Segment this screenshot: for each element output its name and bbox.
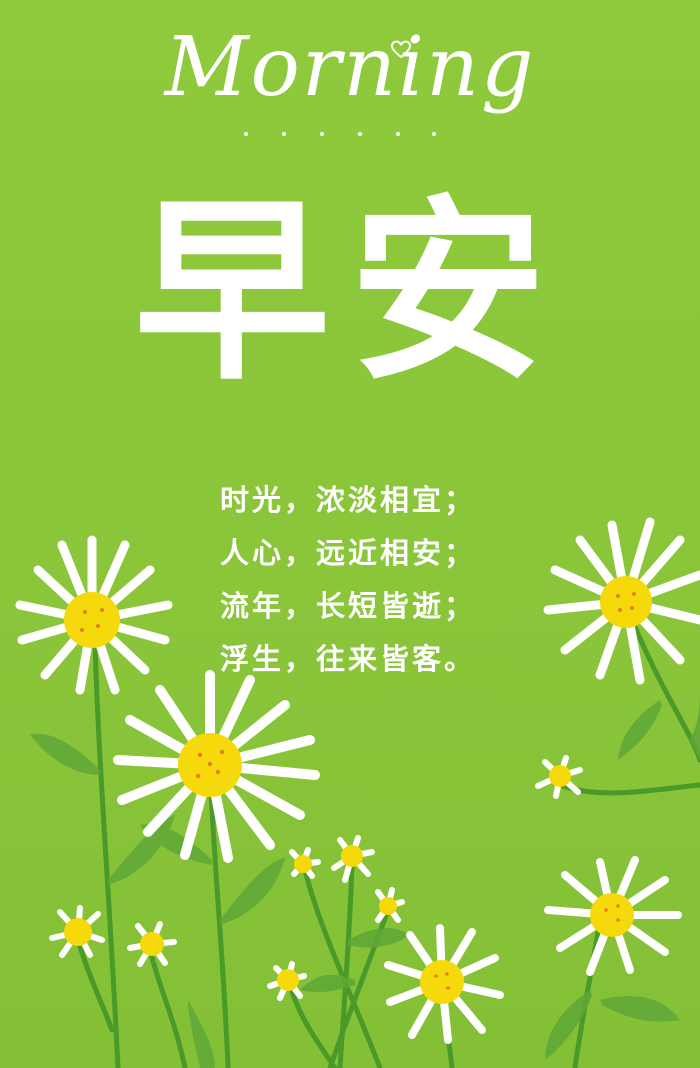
stem-small-left: [75, 937, 115, 1033]
leaf-right-4: [600, 996, 680, 1022]
leaf-right-2: [690, 690, 700, 760]
daisy-medium-right: [544, 856, 682, 976]
leaf-left-3: [188, 1000, 215, 1068]
leaf-right-3: [545, 990, 592, 1060]
leaf-center-2: [140, 824, 212, 865]
stem-small-mid4: [287, 982, 338, 1068]
morning-header: Morning: [164, 20, 536, 115]
poem-line: 浮生，往来皆客。: [220, 642, 477, 676]
title-good-morning: 早安: [133, 179, 566, 407]
daisy-large-right: [543, 517, 700, 685]
daisy-small-group: [49, 755, 583, 1001]
stem-small-left2: [147, 947, 188, 1068]
stem-small-right: [557, 782, 700, 796]
stem-small-mid2: [302, 867, 383, 1068]
stem-left: [92, 637, 121, 1068]
daisy-large-center: [113, 670, 320, 863]
poem-line: 流年，长短皆逝；: [220, 589, 477, 623]
leaf-right-1: [618, 700, 662, 760]
poem-line: 人心，远近相安；: [220, 536, 477, 570]
poem: 时光，浓淡相宜； 人心，远近相安； 流年，长短皆逝； 浮生，往来皆客。: [220, 474, 540, 686]
heart-icon: [391, 40, 411, 59]
decorative-dots: [236, 132, 436, 144]
stem-small-mid3: [327, 907, 391, 1068]
poem-line: 时光，浓淡相宜；: [220, 483, 477, 517]
daisy-large-left: [15, 535, 173, 695]
daisy-medium-bottom: [384, 924, 504, 1044]
leaf-left-1: [30, 733, 100, 775]
stem-center: [207, 767, 231, 1068]
leaf-center-1: [220, 858, 285, 925]
leaf-mid-2: [348, 928, 410, 948]
leaf-mid-1: [300, 974, 355, 993]
